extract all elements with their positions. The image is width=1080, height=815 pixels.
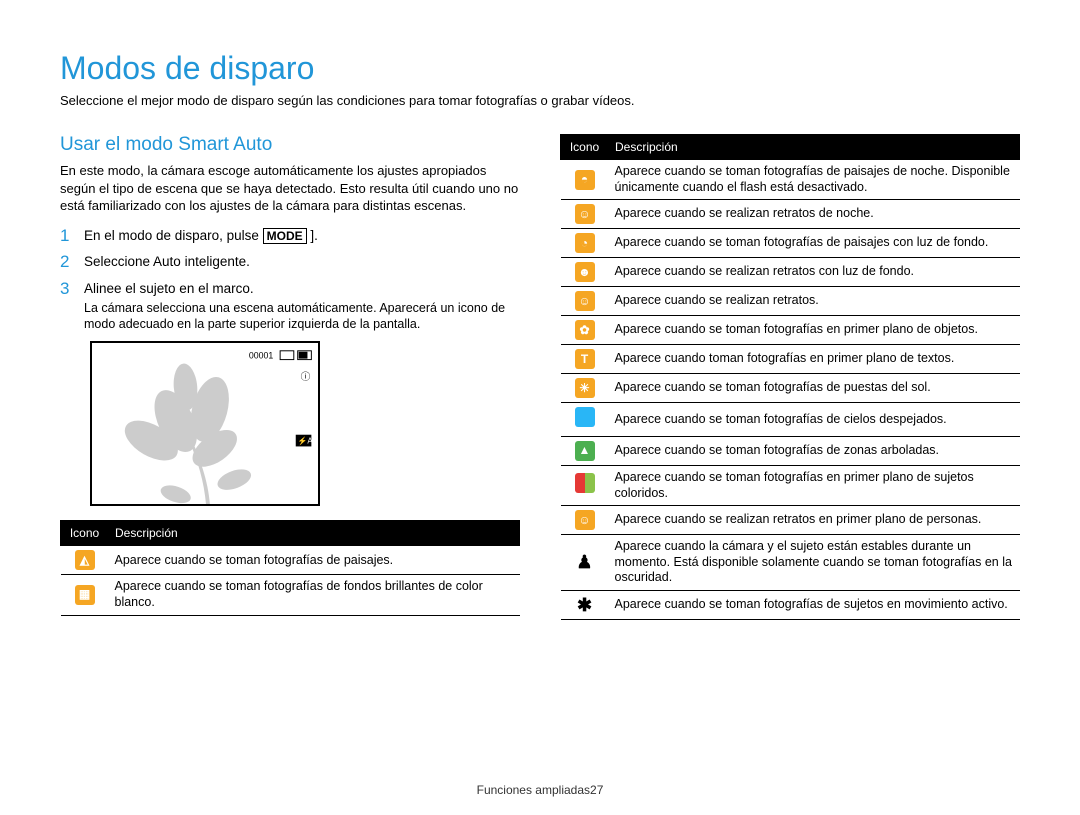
svg-text:⚡A: ⚡A [298,436,314,446]
desc-cell: Aparece cuando se realizan retratos en p… [609,506,1020,535]
step-number: 1 [60,227,74,246]
table-row: ☺ Aparece cuando se realizan retratos de … [561,200,1020,229]
step-item: 1 En el modo de disparo, pulse MODE ]. [60,227,520,246]
icon-cell: ▲ [561,436,609,465]
icon-cell: T [561,345,609,374]
footer-label: Funciones ampliadas [477,783,590,797]
scene-icon: ☺ [575,291,595,311]
svg-text:ⓘ: ⓘ [301,371,311,383]
scene-icon [575,407,595,427]
icon-cell [561,465,609,505]
icon-cell: ☻ [561,258,609,287]
page-title: Modos de disparo [60,50,1020,87]
step-body: Seleccione Auto inteligente. [84,253,250,271]
icon-cell: ✿ [561,316,609,345]
desc-cell: Aparece cuando se realizan retratos de n… [609,200,1020,229]
step-item: 3 Alinee el sujeto en el marco. La cámara … [60,280,520,333]
table-row: ▲ Aparece cuando se toman fotografías de … [561,436,1020,465]
page-footer: Funciones ampliadas27 [0,783,1080,797]
desc-cell: Aparece cuando se toman fotografías de p… [109,546,520,575]
icon-cell: ☀ [561,374,609,403]
scene-icon: ✿ [575,320,595,340]
desc-cell: Aparece cuando se realizan retratos con … [609,258,1020,287]
step-text: Alinee el sujeto en el marco. [84,280,520,298]
desc-cell: Aparece cuando se toman fotografías de p… [609,229,1020,258]
desc-cell: Aparece cuando la cámara y el sujeto est… [609,535,1020,591]
table-row: ☺ Aparece cuando se realizan retratos. [561,287,1020,316]
table-row: ☺ Aparece cuando se realizan retratos en … [561,506,1020,535]
desc-cell: Aparece cuando se toman fotografías de s… [609,591,1020,620]
desc-cell: Aparece cuando se toman fotografías de p… [609,374,1020,403]
camera-lcd-preview: 00001 ⓘ ⚡A [90,341,320,506]
icon-cell: ◔ [561,229,609,258]
scene-icon: ☻ [575,262,595,282]
table-row: ♟ Aparece cuando la cámara y el sujeto es… [561,535,1020,591]
section-title: Usar el modo Smart Auto [60,134,520,156]
step-text: En el modo de disparo, pulse MODE ]. [84,227,318,245]
desc-cell: Aparece cuando se toman fotografías en p… [609,316,1020,345]
table-row: Aparece cuando se toman fotografías de c… [561,403,1020,437]
scene-icon [575,473,595,493]
icon-cell: ✱ [561,591,609,620]
icon-cell: ◓ [561,160,609,200]
desc-cell: Aparece cuando se toman fotografías de c… [609,403,1020,437]
icon-cell: ▦ [61,575,109,615]
scene-icon: ◓ [575,170,595,190]
table-row: ☀ Aparece cuando se toman fotografías de … [561,374,1020,403]
scene-icon: ▲ [575,441,595,461]
step-item: 2 Seleccione Auto inteligente. [60,253,520,272]
table-row: T Aparece cuando toman fotografías en pri… [561,345,1020,374]
table-row: ◔ Aparece cuando se toman fotografías de … [561,229,1020,258]
table-row: ✱ Aparece cuando se toman fotografías de … [561,591,1020,620]
table-row: ◭ Aparece cuando se toman fotografías de … [61,546,520,575]
icon-table-left: Icono Descripción ◭ Aparece cuando se tom… [60,520,520,615]
icon-cell: ☺ [561,506,609,535]
desc-cell: Aparece cuando se toman fotografías de f… [109,575,520,615]
icon-cell: ☺ [561,200,609,229]
desc-cell: Aparece cuando se realizan retratos. [609,287,1020,316]
lcd-counter: 00001 [249,351,274,361]
scene-icon: ♟ [575,552,595,572]
desc-cell: Aparece cuando toman fotografías en prim… [609,345,1020,374]
table-header-desc: Descripción [609,135,1020,160]
section-paragraph: En este modo, la cámara escoge automátic… [60,162,520,215]
intro-paragraph: Seleccione el mejor modo de disparo segú… [60,93,1020,108]
steps-list: 1 En el modo de disparo, pulse MODE ]. 2 Se… [60,227,520,334]
scene-icon: ✱ [575,595,595,615]
scene-icon: ☀ [575,378,595,398]
mode-key: MODE [263,228,307,244]
scene-icon: ☺ [575,204,595,224]
table-row: Aparece cuando se toman fotografías en p… [561,465,1020,505]
scene-icon: ▦ [75,585,95,605]
step-body: Alinee el sujeto en el marco. La cámara s… [84,280,520,333]
table-header-icon: Icono [561,135,609,160]
scene-icon: ◔ [575,233,595,253]
table-row: ◓ Aparece cuando se toman fotografías de … [561,160,1020,200]
desc-cell: Aparece cuando se toman fotografías de z… [609,436,1020,465]
footer-page: 27 [590,783,603,797]
table-row: ✿ Aparece cuando se toman fotografías en … [561,316,1020,345]
table-row: ▦ Aparece cuando se toman fotografías de … [61,575,520,615]
step-body: En el modo de disparo, pulse MODE ]. [84,227,318,245]
icon-table-right: Icono Descripción ◓ Aparece cuando se tom… [560,134,1020,620]
icon-cell: ♟ [561,535,609,591]
step-subtext: La cámara selecciona una escena automáti… [84,300,520,334]
table-header-desc: Descripción [109,521,520,546]
scene-icon: ☺ [575,510,595,530]
desc-cell: Aparece cuando se toman fotografías de p… [609,160,1020,200]
scene-icon: T [575,349,595,369]
icon-cell [561,403,609,437]
step-number: 3 [60,280,74,299]
step-number: 2 [60,253,74,272]
step-text: Seleccione Auto inteligente. [84,253,250,271]
table-header-icon: Icono [61,521,109,546]
table-row: ☻ Aparece cuando se realizan retratos con… [561,258,1020,287]
icon-cell: ☺ [561,287,609,316]
scene-icon: ◭ [75,550,95,570]
desc-cell: Aparece cuando se toman fotografías en p… [609,465,1020,505]
icon-cell: ◭ [61,546,109,575]
